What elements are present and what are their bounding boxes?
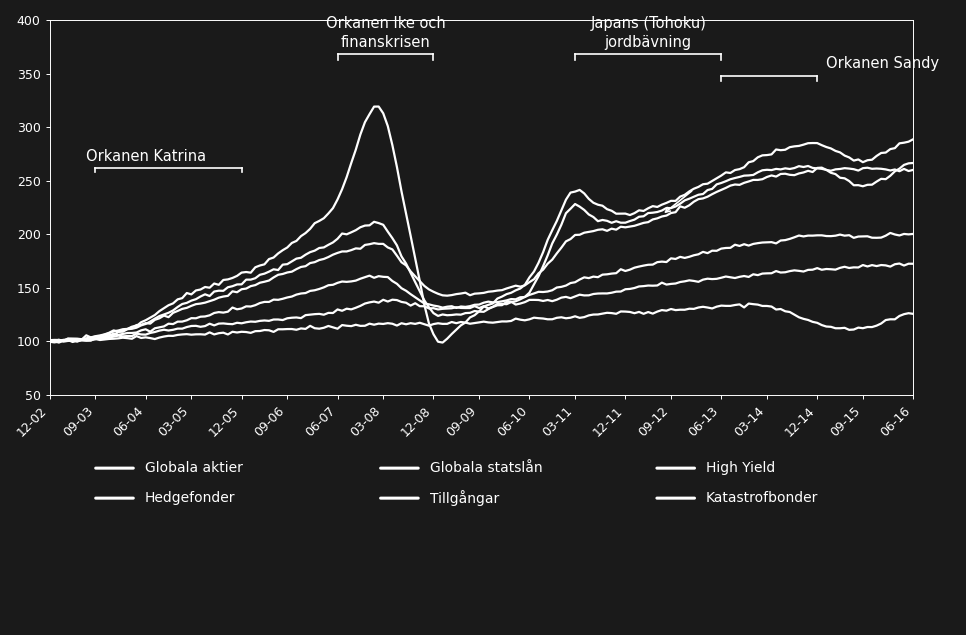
Text: Globala statslån: Globala statslån [430,461,542,475]
Text: Globala aktier: Globala aktier [145,461,242,475]
Text: High Yield: High Yield [706,461,775,475]
Text: Tillgångar: Tillgångar [430,490,498,506]
Text: Katastrofbonder: Katastrofbonder [706,491,818,505]
Text: Hedgefonder: Hedgefonder [145,491,235,505]
Text: Orkanen Katrina: Orkanen Katrina [86,149,207,164]
Text: Orkanen Sandy: Orkanen Sandy [826,57,940,71]
Text: Japans (Tohoku)
jordbävning: Japans (Tohoku) jordbävning [590,17,706,50]
Text: Orkanen Ike och
finanskrisen: Orkanen Ike och finanskrisen [326,17,445,50]
